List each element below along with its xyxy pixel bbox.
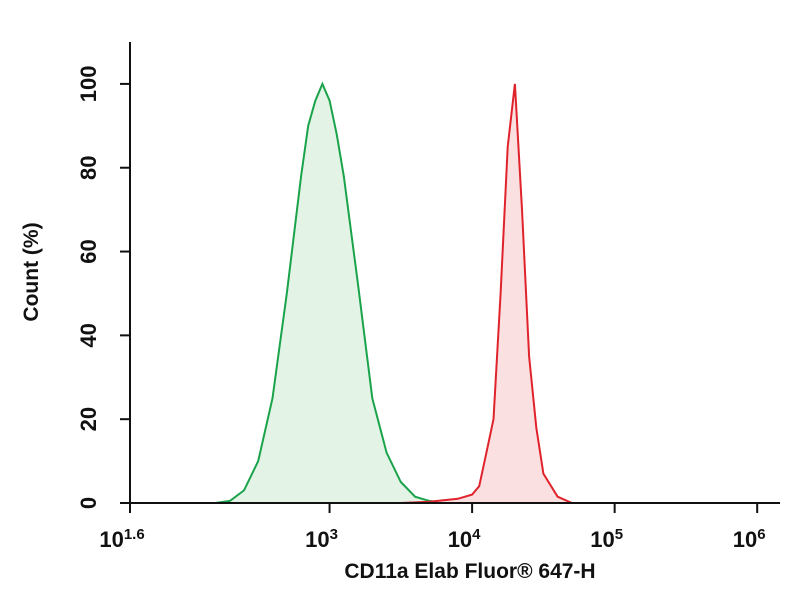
x-tick-label: 101.6 bbox=[99, 526, 144, 552]
x-tick-exponent: 1.6 bbox=[124, 526, 145, 543]
x-tick-exponent: 5 bbox=[615, 526, 623, 543]
y-axis-title: Count (%) bbox=[20, 222, 43, 321]
x-tick-base: 10 bbox=[305, 527, 329, 552]
x-tick-label: 103 bbox=[305, 526, 338, 552]
x-tick-label: 106 bbox=[733, 526, 766, 552]
x-tick-base: 10 bbox=[733, 527, 757, 552]
x-axis-title: CD11a Elab Fluor® 647-H bbox=[344, 560, 595, 583]
x-tick-base: 10 bbox=[99, 527, 123, 552]
series-line bbox=[400, 83, 573, 504]
y-tick-label: 80 bbox=[76, 155, 101, 179]
y-tick-label: 20 bbox=[76, 407, 101, 431]
y-tick-label: 0 bbox=[76, 497, 101, 509]
x-tick-base: 10 bbox=[448, 527, 472, 552]
x-tick-exponent: 3 bbox=[330, 526, 338, 543]
series-line bbox=[215, 81, 444, 504]
series-area bbox=[400, 83, 572, 504]
x-tick-exponent: 6 bbox=[757, 526, 765, 543]
y-tick-label: 100 bbox=[76, 66, 101, 103]
y-tick-label: 40 bbox=[76, 323, 101, 347]
x-tick-base: 10 bbox=[590, 527, 614, 552]
y-tick-label: 60 bbox=[76, 239, 101, 263]
x-tick-label: 105 bbox=[590, 526, 623, 552]
series-area bbox=[215, 83, 444, 504]
x-tick-exponent: 4 bbox=[472, 526, 481, 543]
x-tick-label: 104 bbox=[448, 526, 481, 552]
